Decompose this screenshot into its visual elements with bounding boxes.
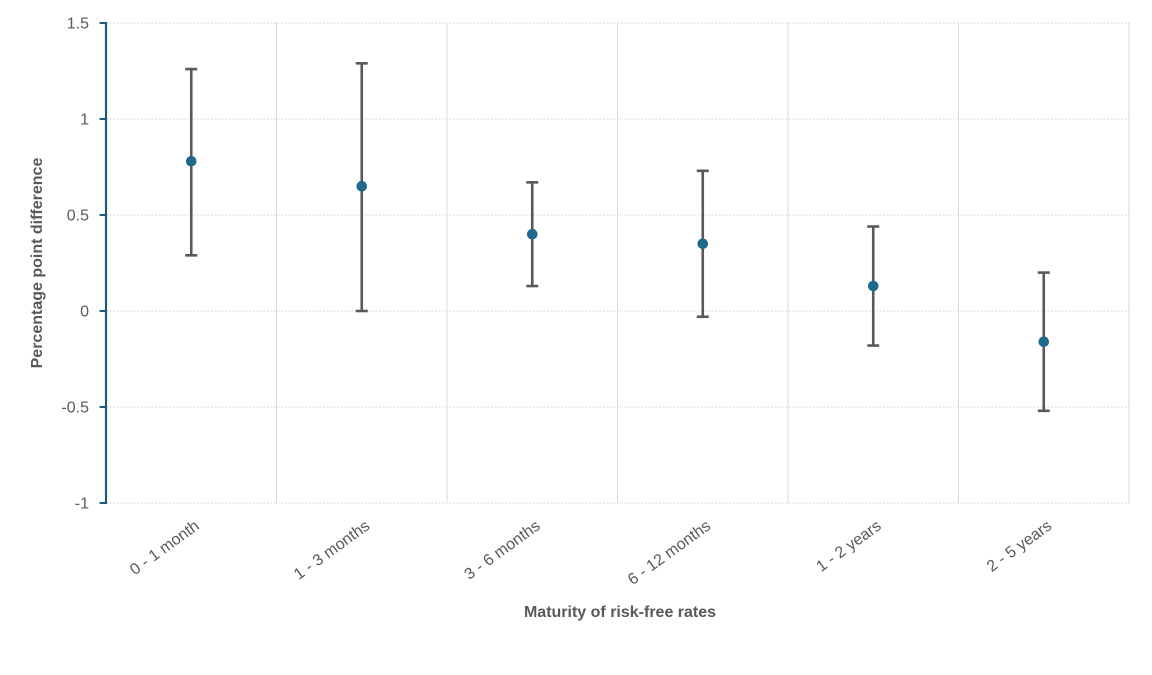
data-point-marker xyxy=(697,238,709,250)
y-tick-label: 0.5 xyxy=(67,208,89,225)
y-tick-label: 0 xyxy=(80,304,89,321)
x-category-label: 1 - 2 years xyxy=(813,517,884,575)
y-axis-title: Percentage point difference xyxy=(29,158,46,369)
y-tick-label: -1 xyxy=(75,496,89,513)
x-category-label: 3 - 6 months xyxy=(462,517,544,583)
y-tick-label: 1 xyxy=(80,112,89,129)
data-point-marker xyxy=(867,280,879,292)
x-axis-title: Maturity of risk-free rates xyxy=(524,604,716,621)
x-category-label: 0 - 1 month xyxy=(127,517,202,578)
data-point-marker xyxy=(526,228,538,240)
x-category-label: 6 - 12 months xyxy=(625,517,714,588)
y-tick-label: -0.5 xyxy=(61,400,89,417)
x-category-label: 2 - 5 years xyxy=(984,517,1055,575)
data-point-marker xyxy=(1038,336,1050,348)
data-point-marker xyxy=(356,180,368,192)
x-category-label: 1 - 3 months xyxy=(291,517,373,583)
y-tick-label: 1.5 xyxy=(67,16,89,33)
data-point-marker xyxy=(185,155,197,167)
